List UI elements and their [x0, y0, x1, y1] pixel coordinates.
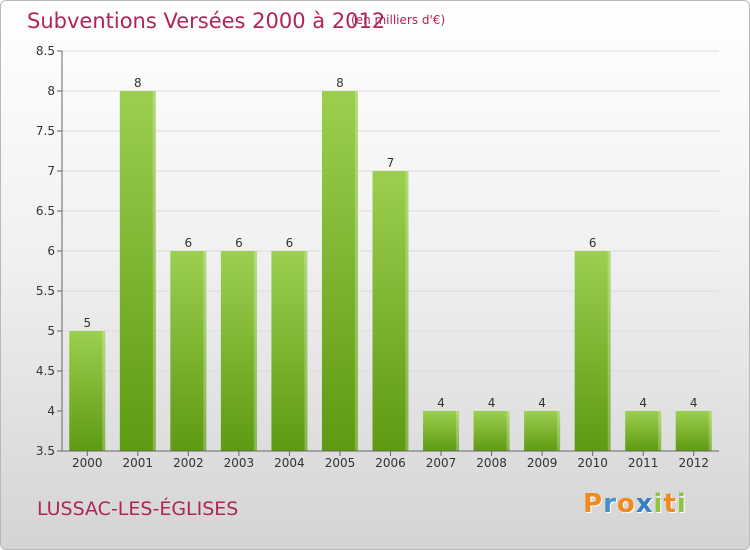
- y-tick-label: 4.5: [36, 364, 55, 378]
- logo-letter: x: [635, 489, 654, 519]
- data-label: 8: [336, 76, 344, 90]
- bar[interactable]: [170, 251, 207, 451]
- data-label: 4: [690, 396, 698, 410]
- chart-subtitle: (en milliers d'€): [351, 13, 446, 27]
- x-tick-label: 2002: [173, 456, 204, 470]
- y-tick-label: 6: [47, 244, 55, 258]
- bar[interactable]: [321, 91, 358, 451]
- y-tick-label: 8.5: [36, 44, 55, 58]
- bar-highlight: [708, 411, 712, 451]
- y-tick-label: 6.5: [36, 204, 55, 218]
- bar-highlight: [506, 411, 510, 451]
- y-tick-label: 7.5: [36, 124, 55, 138]
- bar-highlight: [354, 91, 358, 451]
- logo-letter: i: [676, 489, 687, 519]
- data-label: 4: [639, 396, 647, 410]
- x-tick-label: 2001: [123, 456, 154, 470]
- bar-highlight: [658, 411, 662, 451]
- bar-highlight: [203, 251, 207, 451]
- place-name: LUSSAC-LES-ÉGLISES: [37, 498, 239, 520]
- logo-letter: r: [603, 489, 617, 519]
- bar-highlight: [607, 251, 611, 451]
- bar[interactable]: [423, 411, 460, 451]
- data-label: 7: [387, 156, 395, 170]
- x-tick-label: 2012: [678, 456, 709, 470]
- x-tick-label: 2005: [325, 456, 356, 470]
- bar[interactable]: [220, 251, 257, 451]
- bar[interactable]: [372, 171, 409, 451]
- data-label: 6: [235, 236, 243, 250]
- data-label: 4: [437, 396, 445, 410]
- logo-letter: o: [616, 489, 636, 519]
- x-tick-label: 2003: [224, 456, 255, 470]
- bar-highlight: [557, 411, 561, 451]
- y-tick-label: 5: [47, 324, 55, 338]
- logo-letter: P: [583, 489, 604, 519]
- y-tick-label: 4: [47, 404, 55, 418]
- x-tick-label: 2007: [426, 456, 457, 470]
- bar[interactable]: [524, 411, 561, 451]
- y-tick-label: 7: [47, 164, 55, 178]
- x-tick-label: 2011: [628, 456, 659, 470]
- y-tick-label: 3.5: [36, 444, 55, 458]
- bar-highlight: [456, 411, 460, 451]
- y-tick-label: 8: [47, 84, 55, 98]
- bar-highlight: [304, 251, 308, 451]
- x-tick-label: 2006: [375, 456, 406, 470]
- x-tick-label: 2008: [476, 456, 507, 470]
- chart-title: Subventions Versées 2000 à 2012: [27, 9, 386, 33]
- bar[interactable]: [473, 411, 510, 451]
- logo-letter: t: [663, 489, 677, 519]
- data-label: 6: [286, 236, 294, 250]
- data-label: 4: [538, 396, 546, 410]
- bar[interactable]: [675, 411, 712, 451]
- bar-highlight: [152, 91, 156, 451]
- y-tick-label: 5.5: [36, 284, 55, 298]
- data-label: 5: [83, 316, 91, 330]
- bar[interactable]: [69, 331, 106, 451]
- x-tick-label: 2004: [274, 456, 305, 470]
- x-tick-label: 2010: [577, 456, 608, 470]
- bar-highlight: [102, 331, 106, 451]
- data-label: 8: [134, 76, 142, 90]
- proxiti-logo[interactable]: Proxiti: [583, 489, 687, 519]
- bar-highlight: [405, 171, 409, 451]
- data-label: 4: [488, 396, 496, 410]
- bar[interactable]: [574, 251, 611, 451]
- x-tick-label: 2009: [527, 456, 558, 470]
- logo-letter: i: [653, 489, 664, 519]
- bar[interactable]: [625, 411, 662, 451]
- data-label: 6: [185, 236, 193, 250]
- bar-highlight: [253, 251, 257, 451]
- bar[interactable]: [271, 251, 308, 451]
- bar[interactable]: [119, 91, 156, 451]
- x-tick-label: 2000: [72, 456, 103, 470]
- data-label: 6: [589, 236, 597, 250]
